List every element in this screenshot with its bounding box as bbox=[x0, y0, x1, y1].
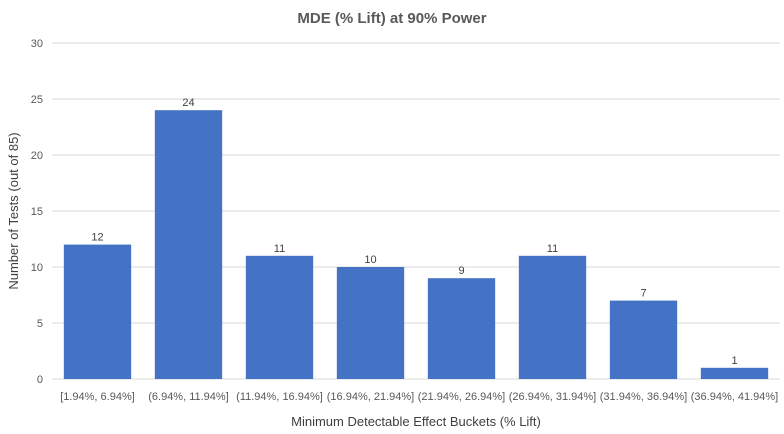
x-tick-label: (6.94%, 11.94%] bbox=[148, 391, 229, 403]
data-label: 24 bbox=[182, 97, 194, 109]
data-label: 12 bbox=[91, 232, 103, 244]
y-tick-label: 20 bbox=[31, 150, 43, 162]
data-labels: 12 24 11 10 9 11 7 1 bbox=[91, 97, 737, 367]
data-label: 7 bbox=[640, 288, 646, 300]
data-label: 9 bbox=[458, 265, 464, 277]
bar bbox=[700, 367, 769, 379]
bar bbox=[336, 267, 405, 379]
data-label: 11 bbox=[274, 243, 285, 255]
y-tick-label: 10 bbox=[31, 262, 43, 274]
x-tick-label: (31.94%, 36.94%] bbox=[600, 391, 687, 403]
bars bbox=[63, 110, 769, 379]
x-tick-label: (26.94%, 31.94%] bbox=[509, 391, 596, 403]
y-tick-label: 25 bbox=[31, 94, 43, 106]
x-tick-label: (11.94%, 16.94%] bbox=[236, 391, 323, 403]
y-tick-label: 0 bbox=[37, 374, 43, 386]
y-axis-ticks: 0 5 10 15 20 25 30 bbox=[31, 38, 43, 386]
bar bbox=[609, 300, 678, 379]
bar bbox=[245, 255, 314, 379]
bar bbox=[63, 244, 132, 379]
y-axis-label: Number of Tests (out of 85) bbox=[6, 132, 21, 289]
x-tick-label: [1.94%, 6.94%] bbox=[60, 391, 135, 403]
x-tick-label: (16.94%, 21.94%] bbox=[327, 391, 414, 403]
data-label: 10 bbox=[364, 254, 376, 266]
y-tick-label: 15 bbox=[31, 206, 43, 218]
x-tick-label: (21.94%, 26.94%] bbox=[418, 391, 505, 403]
y-tick-label: 30 bbox=[31, 38, 43, 50]
data-label: 11 bbox=[547, 243, 558, 255]
y-tick-label: 5 bbox=[37, 318, 43, 330]
chart-title: MDE (% Lift) at 90% Power bbox=[297, 10, 486, 27]
bar bbox=[154, 110, 223, 379]
data-label: 1 bbox=[731, 355, 737, 367]
x-tick-label: (36.94%, 41.94%] bbox=[691, 391, 778, 403]
bar bbox=[427, 278, 496, 379]
bar bbox=[518, 255, 587, 379]
x-axis-ticks: [1.94%, 6.94%] (6.94%, 11.94%] (11.94%, 16… bbox=[60, 391, 778, 403]
x-axis-label: Minimum Detectable Effect Buckets (% Lif… bbox=[291, 414, 541, 429]
